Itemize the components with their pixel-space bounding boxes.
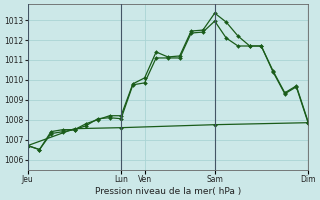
X-axis label: Pression niveau de la mer( hPa ): Pression niveau de la mer( hPa ) <box>95 187 241 196</box>
